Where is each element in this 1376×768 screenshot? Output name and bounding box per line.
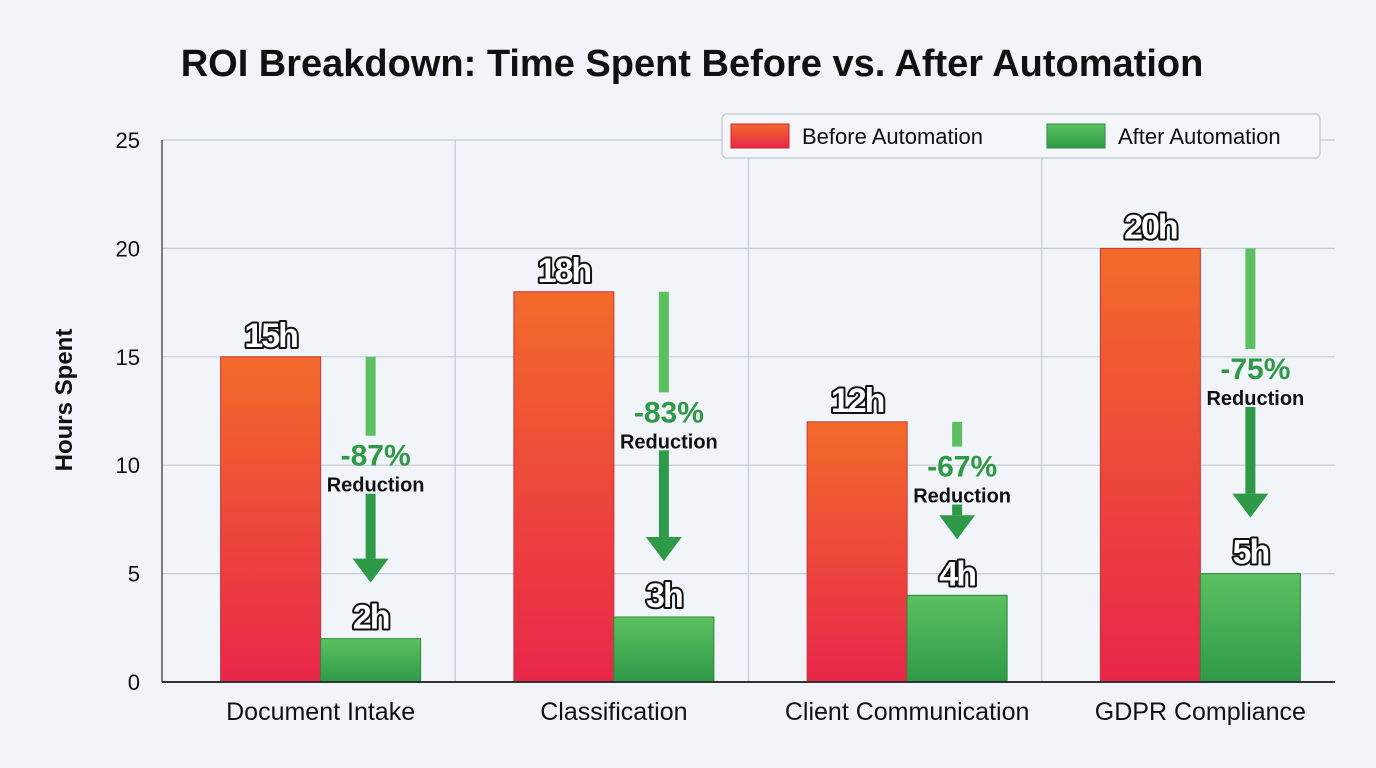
legend-label-after: After Automation [1118, 124, 1281, 149]
bar-after [1199, 573, 1301, 683]
arrow-shaft-top [365, 356, 376, 436]
legend-label-before: Before Automation [802, 124, 983, 149]
y-tick-label: 20 [116, 236, 140, 261]
bar-before [1099, 247, 1201, 683]
arrow-down-icon [352, 558, 389, 583]
arrow-shaft-top [1245, 248, 1256, 349]
arrow-shaft-bottom [658, 450, 669, 537]
y-tick-label: 0 [128, 670, 140, 695]
y-tick-label: 5 [128, 562, 140, 587]
reduction-percent: -83% [634, 396, 704, 429]
legend-swatch-after [1046, 123, 1106, 149]
x-tick-label: Client Communication [785, 698, 1030, 726]
y-tick-label: 15 [116, 345, 140, 370]
arrow-down-icon [645, 536, 682, 561]
reduction-label: Reduction [913, 486, 1011, 508]
arrow-shaft-bottom [952, 504, 963, 516]
reduction-label: Reduction [1206, 388, 1304, 410]
y-tick-label: 10 [116, 453, 140, 478]
arrow-shaft-bottom [1245, 407, 1256, 494]
data-label-before: 12h [831, 382, 884, 420]
reduction-percent: -75% [1220, 353, 1290, 386]
bar-after [613, 616, 715, 683]
data-label-before: 18h [538, 252, 591, 290]
data-label-before: 20h [1124, 208, 1177, 246]
x-tick-label: GDPR Compliance [1095, 698, 1306, 726]
arrow-shaft-top [952, 421, 963, 447]
reduction-percent: -67% [927, 451, 997, 484]
data-label-after: 5h [1233, 534, 1269, 572]
y-axis-label: Hours Spent [51, 329, 78, 472]
reduction-label: Reduction [327, 475, 425, 497]
data-label-after: 3h [646, 577, 682, 615]
chart-title: ROI Breakdown: Time Spent Before vs. Aft… [181, 43, 1204, 85]
bar-after [320, 638, 422, 683]
data-label-after: 4h [939, 555, 975, 593]
y-tick-label: 25 [116, 128, 140, 153]
legend-swatch-before [730, 123, 790, 149]
reduction-label: Reduction [620, 431, 718, 453]
reduction-percent: -87% [341, 440, 411, 473]
bar-before [220, 356, 322, 683]
data-label-before: 15h [244, 317, 297, 355]
arrow-down-icon [939, 515, 976, 540]
x-tick-label: Document Intake [226, 698, 415, 726]
bar-before [806, 421, 908, 683]
arrow-shaft-top [658, 291, 669, 393]
arrow-shaft-bottom [365, 493, 376, 559]
bar-after [906, 594, 1008, 683]
legend: Before Automation After Automation [721, 113, 1321, 159]
bar-before [513, 291, 615, 683]
arrow-down-icon [1232, 493, 1269, 518]
data-label-after: 2h [353, 599, 389, 637]
x-tick-label: Classification [540, 698, 687, 726]
